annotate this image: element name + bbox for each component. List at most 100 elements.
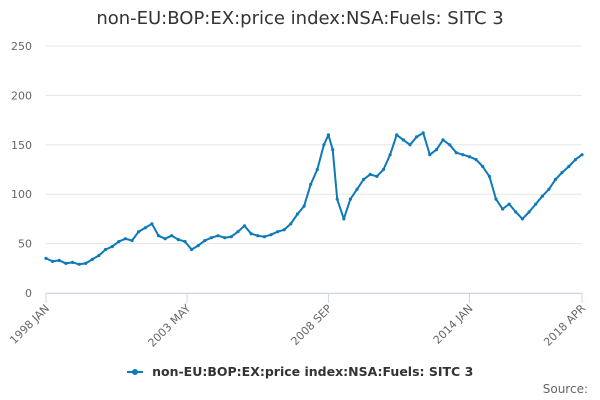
data-point [501,207,505,211]
data-point [335,197,339,201]
data-point [461,153,465,157]
data-point [481,164,485,169]
data-point [514,210,518,214]
x-tick-label: 1998 JAN [7,302,52,347]
data-point [467,155,472,159]
data-point [567,164,571,169]
data-point [395,133,399,137]
data-point [362,177,366,181]
y-tick-label: 200 [11,89,32,102]
data-point [110,245,114,249]
data-point [70,260,75,264]
data-point [375,174,379,178]
data-point [282,228,286,232]
data-point [368,172,372,176]
data-point [183,240,187,244]
legend-label: non-EU:BOP:EX:price index:NSA:Fuels: SIT… [152,364,474,379]
chart-title: non-EU:BOP:EX:price index:NSA:Fuels: SIT… [96,8,504,29]
data-point [448,143,452,147]
data-point [223,236,227,240]
data-point [428,153,432,157]
series-group [44,131,584,266]
data-point [51,259,55,263]
data-point [494,197,498,201]
y-tick-label: 150 [11,139,32,152]
data-point [229,235,233,239]
data-point [163,237,167,241]
data-point [355,187,359,191]
data-point [90,257,94,261]
data-point [348,197,352,201]
data-point [553,177,558,181]
data-point [540,194,544,198]
data-point [130,239,134,243]
axes: 0 50 100 150 200 250 1998 JAN 2003 MAY 2008 SEP 2… [7,40,588,350]
data-point [209,236,213,240]
legend-symbol [126,367,143,377]
data-point [547,187,551,191]
x-tick-label: 2003 MAY [146,302,194,350]
data-point [57,258,61,262]
gridlines [46,45,582,294]
data-point [104,247,108,252]
data-point [203,239,207,243]
data-point [295,212,300,216]
data-point [137,230,141,234]
data-point [415,135,419,139]
data-point [143,226,147,230]
data-point [474,158,478,162]
data-point [269,233,273,237]
data-point [249,232,253,236]
legend-dot [131,368,138,375]
data-point [64,261,68,265]
data-point [170,234,174,238]
data-point [331,148,335,152]
data-point [44,256,48,260]
y-tick-label: 100 [11,188,32,201]
data-point [441,138,445,142]
data-point [388,153,392,157]
data-point [97,253,101,258]
data-point [77,262,81,266]
data-point [342,217,346,221]
data-point [117,240,121,244]
data-point [507,202,511,206]
data-point [534,202,538,206]
data-point [315,167,319,172]
data-point [236,230,240,234]
x-tick-label: 2018 APR [541,302,588,349]
legend[interactable]: non-EU:BOP:EX:price index:NSA:Fuels: SIT… [0,364,600,379]
data-point [381,167,386,172]
data-point [190,247,194,252]
data-point [408,143,412,147]
data-point [156,234,161,238]
data-point [560,170,564,175]
data-point [242,224,247,228]
data-point [520,217,525,221]
data-point [487,174,491,178]
data-point [216,234,220,238]
data-point [322,143,326,147]
data-point [256,234,260,238]
data-point [421,131,425,135]
data-point [309,182,313,186]
data-point [527,210,531,214]
data-point [196,244,200,248]
x-tick-label: 2008 SEP [289,302,335,348]
data-point [84,261,88,265]
data-point [302,204,306,208]
y-tick-label: 0 [25,287,32,300]
source-label: Source: [542,382,588,396]
y-tick-label: 250 [11,40,32,53]
data-point [262,235,266,239]
series-line [45,131,583,266]
data-point [176,238,180,242]
data-point [580,153,584,157]
data-point [123,237,127,241]
data-point [454,151,458,155]
data-point [434,148,438,152]
data-point [150,222,154,226]
data-point [326,133,330,137]
y-tick-label: 50 [18,238,32,251]
